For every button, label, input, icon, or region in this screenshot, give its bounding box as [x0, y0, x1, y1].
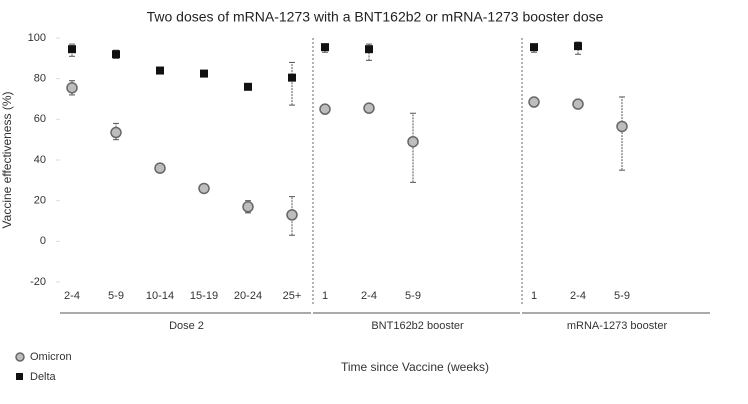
x-tick-label: 1 — [531, 290, 537, 302]
delta-point — [200, 69, 208, 78]
delta-point — [321, 43, 329, 52]
omicron-point — [319, 103, 331, 115]
omicron-point — [616, 120, 628, 133]
delta-point — [68, 45, 76, 54]
omicron-point — [154, 162, 166, 174]
delta-point — [574, 42, 582, 51]
omicron-point — [242, 201, 254, 213]
y-axis-title: Vaccine effectiveness (%) — [0, 92, 14, 229]
legend-label: Delta — [30, 371, 57, 383]
x-tick-label: 2-4 — [570, 290, 586, 302]
group-label: Dose 2 — [169, 320, 204, 332]
y-tick-label: 20 — [34, 195, 46, 207]
delta-point — [112, 50, 120, 59]
x-tick-label: 5-9 — [405, 290, 421, 302]
omicron-point — [110, 126, 122, 139]
delta-point — [156, 66, 164, 75]
y-tick-label: 100 — [28, 32, 46, 44]
y-tick-label: 0 — [40, 235, 46, 247]
delta-point — [288, 73, 296, 82]
x-tick-label: 10-14 — [146, 290, 174, 302]
x-tick-label: 25+ — [283, 290, 302, 302]
y-tick-label: 60 — [34, 113, 46, 125]
x-tick-label: 2-4 — [64, 290, 80, 302]
omicron-point — [198, 182, 210, 195]
legend-label: Omicron — [30, 351, 72, 363]
omicron-point — [407, 135, 419, 148]
x-tick-label: 5-9 — [614, 290, 630, 302]
omicron-point — [528, 96, 540, 108]
y-tick-label: 80 — [34, 73, 46, 85]
omicron-point — [572, 98, 584, 110]
legend-marker — [15, 352, 25, 362]
delta-point — [365, 45, 373, 54]
x-tick-label: 2-4 — [361, 290, 377, 302]
y-tick-label: -20 — [30, 276, 46, 288]
x-tick-label: 15-19 — [190, 290, 218, 302]
group-label: BNT162b2 booster — [371, 320, 464, 332]
delta-point — [530, 43, 538, 52]
omicron-point — [363, 102, 375, 114]
x-tick-label: 5-9 — [108, 290, 124, 302]
delta-point — [244, 82, 252, 91]
chart-title: Two doses of mRNA-1273 with a BNT162b2 o… — [147, 9, 604, 25]
omicron-point — [286, 209, 298, 221]
x-tick-label: 1 — [322, 290, 328, 302]
group-label: mRNA-1273 booster — [567, 320, 668, 332]
x-axis-title: Time since Vaccine (weeks) — [341, 360, 489, 374]
x-tick-label: 20-24 — [234, 290, 262, 302]
y-tick-label: 40 — [34, 154, 46, 166]
legend-marker — [16, 373, 23, 380]
omicron-point — [66, 82, 78, 94]
